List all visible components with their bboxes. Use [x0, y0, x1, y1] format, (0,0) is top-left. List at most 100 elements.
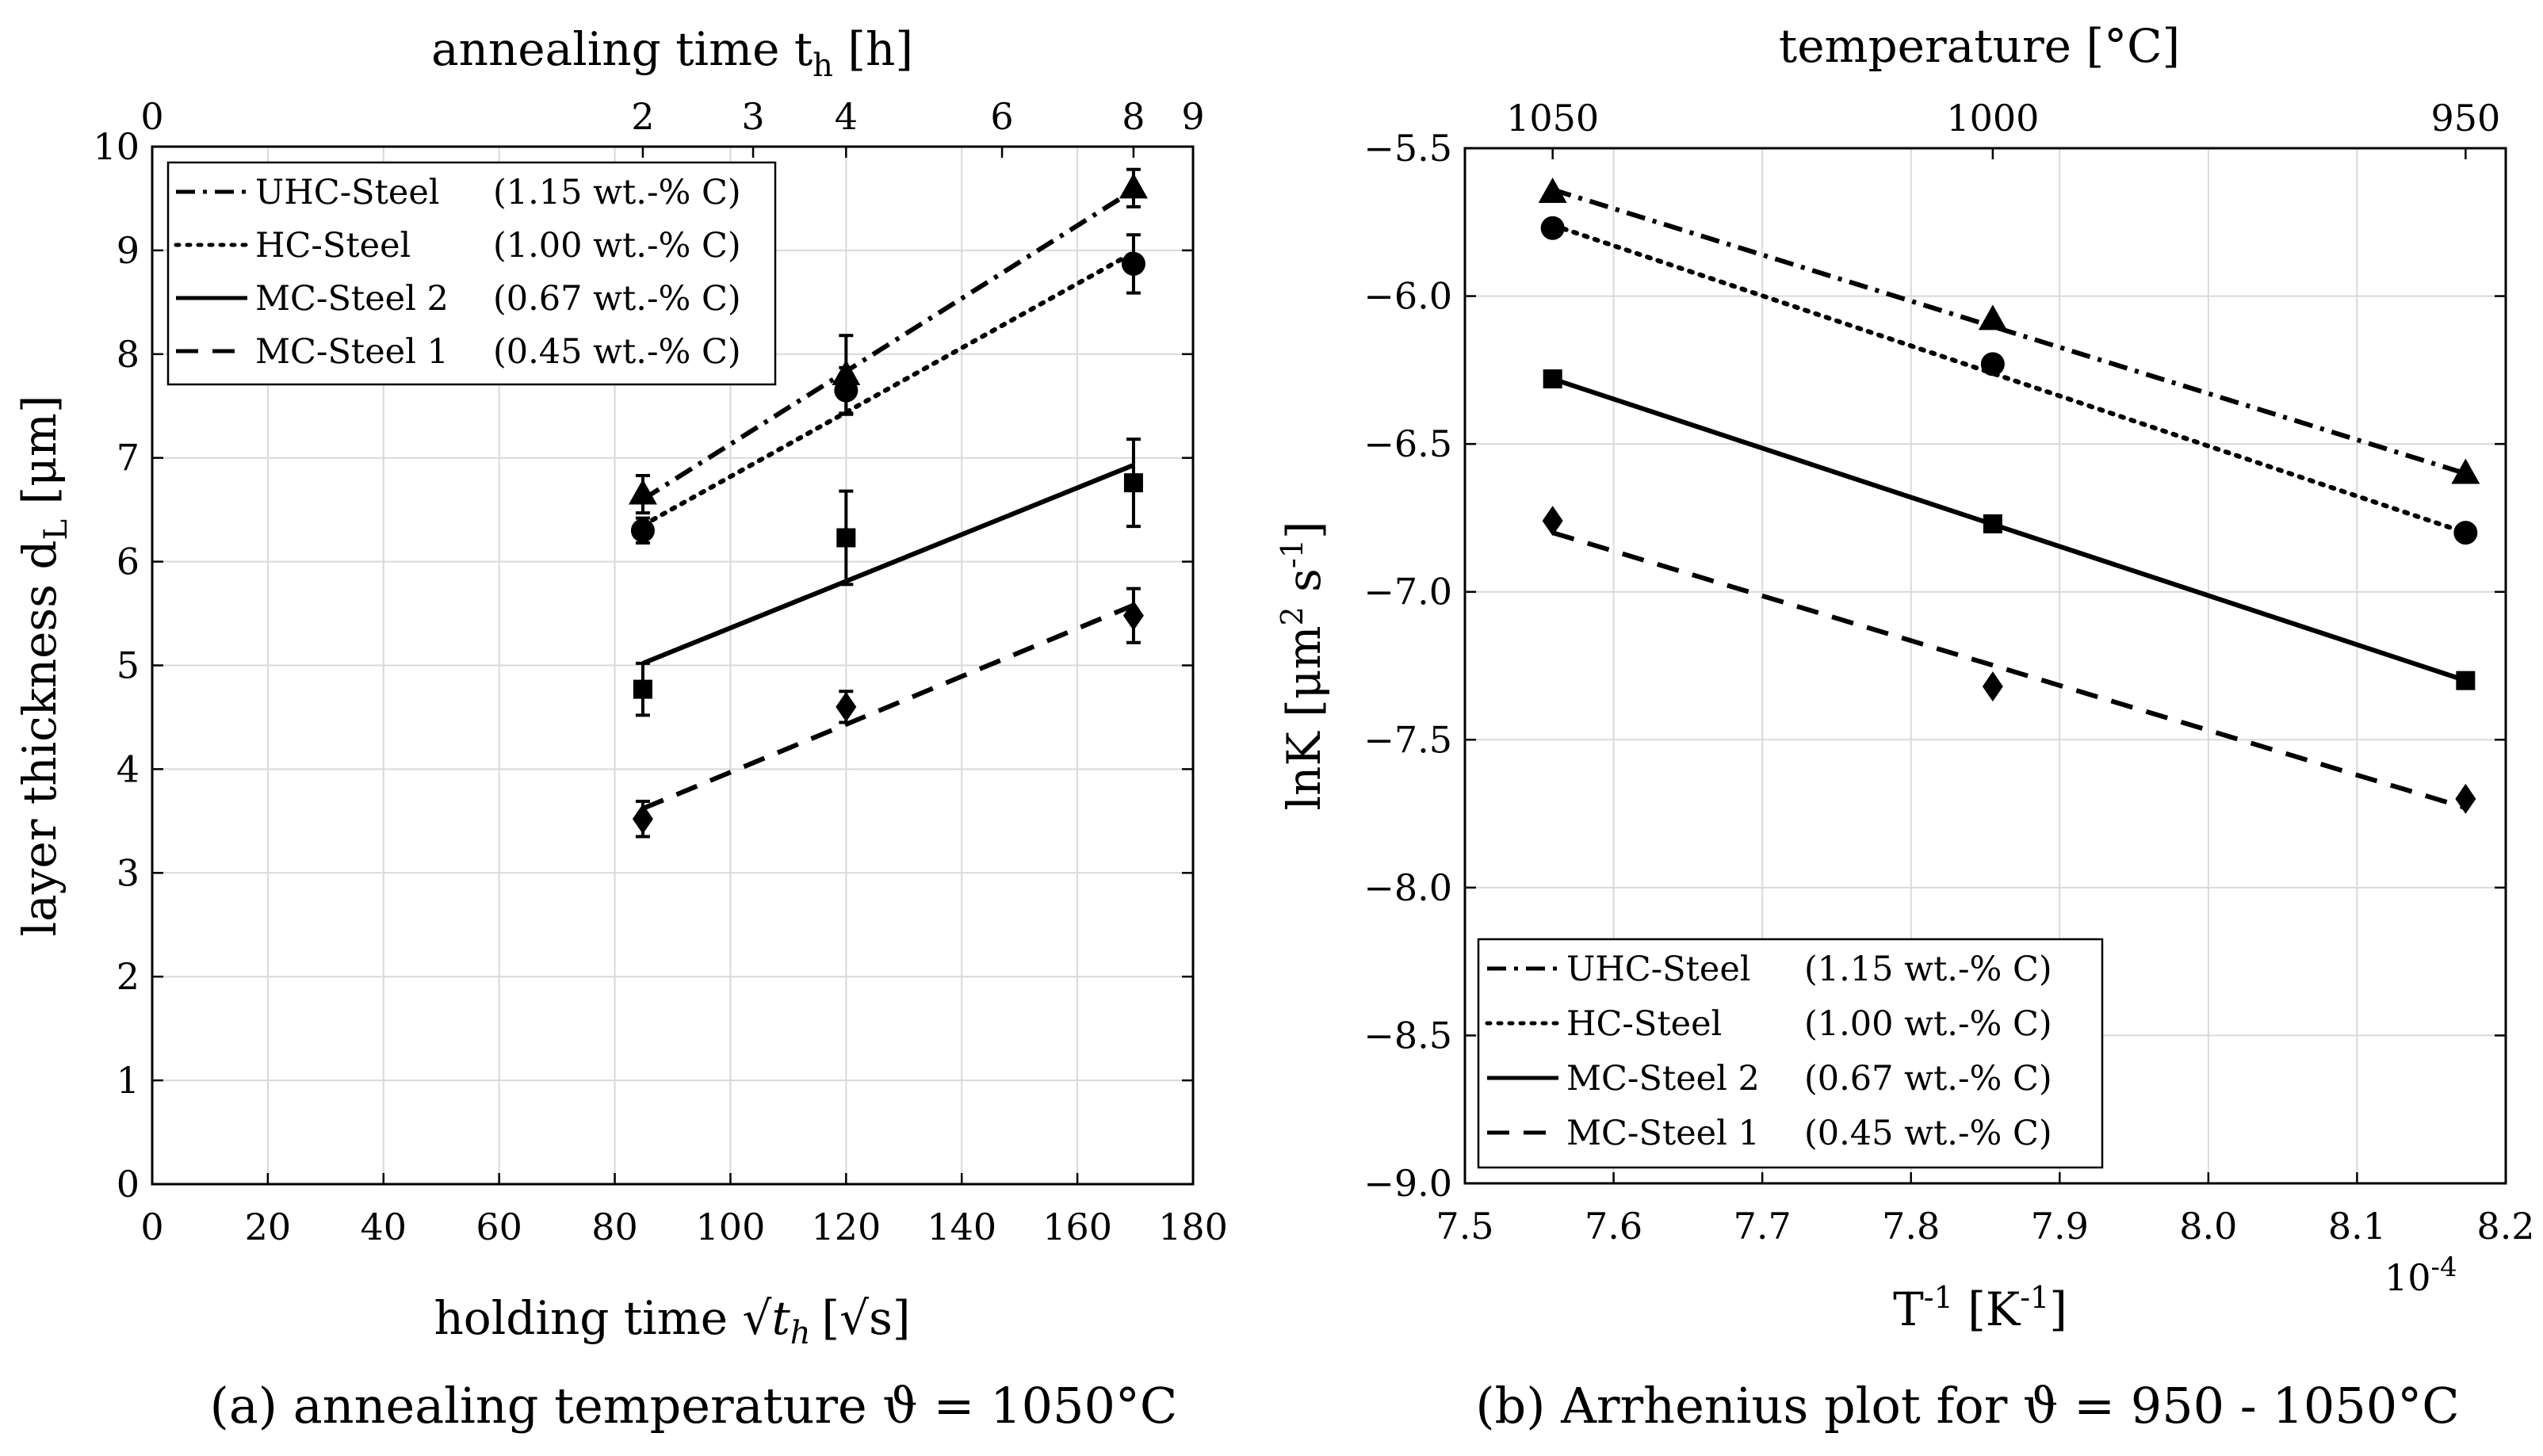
panel-b-y-tick-label: −6.0: [1363, 275, 1452, 318]
panel-a-x-tick-label: 120: [811, 1206, 881, 1248]
panel-b-fit-line: [1551, 376, 2467, 683]
panel-a-top-tick-label: 9: [1181, 95, 1204, 138]
panel-a-x-tick-label: 60: [476, 1206, 522, 1248]
panel-b-x-tick-label: 8.2: [2476, 1205, 2534, 1248]
panel-a-data-point: [836, 691, 857, 722]
panel-a-x-tick-label: 180: [1158, 1206, 1228, 1248]
panel-a-top-tick-label: 0: [140, 95, 163, 138]
panel-b-legend-name: MC-Steel 2: [1566, 1059, 1760, 1099]
panel-a-data-point: [628, 479, 657, 505]
panel-a-legend-name: HC-Steel: [255, 226, 411, 266]
panel-a-data-point: [1121, 251, 1145, 276]
panel-b-x-tick-label: 7.9: [2031, 1205, 2089, 1248]
panel-b-fit-lines: [1550, 187, 2468, 810]
panel-b-x-tick-label: 7.5: [1436, 1205, 1493, 1248]
panel-b-data-point: [2453, 521, 2478, 545]
panel-b-data-point: [2455, 783, 2476, 814]
panel-a-legend-name: UHC-Steel: [255, 173, 440, 212]
panel-a-fit-line: [640, 250, 1136, 528]
panel-a-top-tick-label: 2: [631, 95, 654, 138]
panel-a-legend-composition: (1.15 wt.-% C): [493, 173, 741, 212]
panel-b-ticks: 7.5 7.6 7.7 7.8 7.9 8.0 8.1 8.2 −9.0 −8.5 −8.0 −7.5…: [1363, 97, 2534, 1248]
panel-a-legend-composition: (0.45 wt.-% C): [493, 332, 741, 372]
panel-b-legend-composition: (1.15 wt.-% C): [1804, 950, 2052, 989]
panel-b-data-point: [1978, 304, 2007, 331]
panel-a-y-tick-label: 4: [117, 747, 140, 790]
panel-a-y-tick-label: 2: [117, 955, 140, 998]
panel-b-y-tick-label: −7.5: [1363, 718, 1452, 761]
panel-b-data-point: [1983, 514, 2002, 533]
panel-b-x-tick-label: 7.6: [1585, 1205, 1642, 1248]
panel-a-top-axis-label: annealing time th [h]: [431, 22, 913, 84]
panel-a-top-tick-label: 6: [990, 95, 1013, 138]
panel-a-fit-line: [641, 463, 1135, 666]
panel-b-y-tick-label: −9.0: [1363, 1162, 1452, 1205]
panel-b-legend: UHC-Steel (1.15 wt.-% C) HC-Steel (1.00 wt.…: [1477, 938, 2104, 1169]
panel-b-y-tick-label: −5.5: [1363, 127, 1452, 170]
panel-a-x-tick-label: 160: [1042, 1206, 1112, 1248]
panel-b-y-tick-label: −8.0: [1363, 866, 1452, 909]
panel-b-x-exponent: 10-4: [2384, 1252, 2457, 1299]
panel-a-data-point: [1122, 600, 1144, 631]
panel-b-x-tick-label: 7.7: [1734, 1205, 1792, 1248]
panel-a-legend-composition: (0.67 wt.-% C): [493, 279, 741, 319]
panel-a-legend-box: [166, 161, 777, 386]
panel-a-data-points: [628, 167, 1148, 839]
panel-a-data-point: [1123, 473, 1143, 493]
panel-b-data-points: [1538, 177, 2480, 814]
panel-b-legend-composition: (0.45 wt.-% C): [1804, 1114, 2052, 1153]
panel-b-legend-composition: (0.67 wt.-% C): [1804, 1059, 2052, 1099]
panel-a-fit-lines: [640, 188, 1136, 811]
panel-a-y-tick-label: 5: [117, 644, 140, 687]
panel-b-data-point: [2456, 671, 2476, 690]
panel-a-y-tick-label: 0: [117, 1163, 140, 1206]
panel-b-data-point: [1982, 671, 2003, 702]
panel-a-fit-line: [641, 602, 1135, 811]
panel-b-legend-name: HC-Steel: [1566, 1004, 1722, 1044]
panel-a-data-point: [1119, 173, 1148, 199]
panel-b-x-axis-label: T-1 [K-1]: [1893, 1280, 2067, 1336]
panel-b-legend-box: [1477, 938, 2104, 1169]
panel-a-x-tick-label: 0: [140, 1206, 163, 1248]
panel-b-chart: 7.5 7.6 7.7 7.8 7.9 8.0 8.1 8.2 −9.0 −8.5 −8.0 −7.5…: [1275, 19, 2535, 1435]
panel-b-y-axis-label: lnK [μm2 s-1]: [1275, 521, 1331, 810]
panel-b-caption: (b) Arrhenius plot for ϑ = 950 - 1050°C: [1475, 1377, 2459, 1435]
panel-a-y-tick-label: 9: [117, 229, 140, 272]
panel-b-data-point: [1542, 506, 1563, 537]
panel-a-top-tick-label: 3: [741, 95, 764, 138]
panel-a-x-tick-label: 20: [245, 1206, 292, 1248]
panel-a-x-tick-label: 80: [591, 1206, 638, 1248]
panel-b-y-tick-label: −6.5: [1363, 422, 1452, 465]
panel-a-y-tick-label: 7: [117, 437, 140, 480]
panel-a-fit-line: [641, 188, 1135, 502]
panel-a-caption: (a) annealing temperature ϑ = 1050°C: [210, 1377, 1178, 1435]
panel-a-x-axis-label: holding time √th [√s]: [434, 1291, 910, 1351]
panel-a-y-tick-label: 1: [117, 1059, 140, 1102]
panel-b-top-tick-label: 950: [2430, 97, 2500, 139]
panel-a-data-point: [633, 679, 652, 699]
panel-a-x-tick-label: 40: [361, 1206, 407, 1248]
panel-a-data-point: [836, 528, 856, 548]
panel-b-fit-line: [1550, 223, 2468, 536]
panel-a-data-point: [834, 378, 859, 403]
panel-b-legend-composition: (1.00 wt.-% C): [1804, 1004, 2052, 1044]
panel-b-legend-name: UHC-Steel: [1566, 950, 1751, 989]
panel-b-fit-line: [1551, 530, 2467, 810]
panel-b-data-point: [2451, 458, 2480, 484]
panel-a-legend: UHC-Steel (1.15 wt.-% C) HC-Steel (1.00 wt.…: [166, 161, 777, 386]
panel-a-data-point: [630, 518, 655, 543]
panel-b-x-tick-label: 7.8: [1882, 1205, 1940, 1248]
panel-a-y-tick-label: 3: [117, 851, 140, 894]
panel-b-data-point: [1538, 177, 1567, 203]
panel-a-y-tick-label: 10: [93, 125, 140, 168]
panel-b-axes-frame: [1463, 147, 2507, 1185]
panel-b-y-tick-label: −8.5: [1363, 1014, 1452, 1057]
panel-a-legend-name: MC-Steel 1: [255, 332, 449, 372]
panel-b-data-point: [1543, 369, 1562, 389]
panel-a-y-axis-label: layer thickness dL [μm]: [13, 396, 75, 937]
panel-a-x-tick-label: 100: [696, 1206, 766, 1248]
sqrt-symbol: √: [743, 1291, 772, 1345]
panel-b-x-tick-label: 8.0: [2179, 1205, 2237, 1248]
